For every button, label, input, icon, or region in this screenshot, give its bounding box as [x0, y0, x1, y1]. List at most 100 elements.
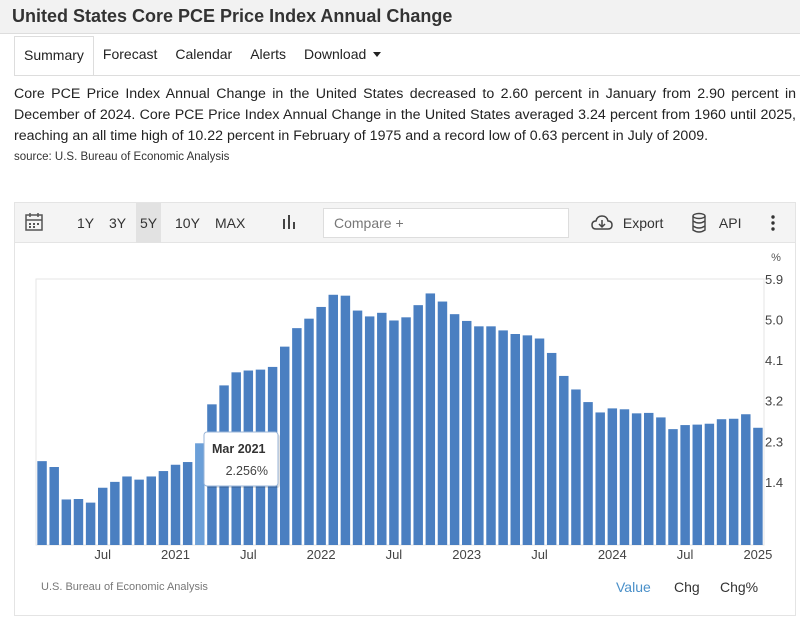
bar-2022-05[interactable] [364, 316, 375, 545]
x-tick-label: Jul [386, 547, 403, 562]
y-tick-label: 1.4 [765, 475, 783, 490]
calendar-icon[interactable] [25, 203, 43, 243]
bar-2021-02[interactable] [182, 462, 193, 545]
mode-value-button[interactable]: Value [616, 579, 651, 595]
database-icon [692, 212, 706, 233]
y-tick-label: 4.1 [765, 353, 783, 368]
bar-2023-09[interactable] [559, 375, 569, 545]
x-tick-label: 2022 [307, 547, 336, 562]
y-tick-label: 5.9 [765, 272, 783, 287]
tab-alerts[interactable]: Alerts [250, 46, 286, 62]
bar-2023-07[interactable] [534, 338, 545, 545]
chart-type-icon[interactable] [281, 203, 297, 243]
bar-2023-12[interactable] [595, 412, 605, 545]
range-3y-button[interactable]: 3Y [109, 215, 127, 231]
chart-tooltip: Mar 2021 2.256% [203, 431, 280, 488]
bar-2024-11[interactable] [728, 418, 739, 545]
bar-2022-10[interactable] [425, 293, 436, 545]
x-tick-label: Jul [677, 547, 694, 562]
bar-2023-11[interactable] [583, 402, 593, 545]
bar-2025-01[interactable] [753, 427, 763, 545]
bar-2021-01[interactable] [170, 464, 181, 545]
bar-2023-04[interactable] [498, 330, 508, 545]
bar-2022-04[interactable] [352, 310, 363, 545]
bar-2020-10[interactable] [134, 479, 144, 545]
bar-2021-11[interactable] [292, 328, 302, 545]
bar-2024-06[interactable] [668, 429, 678, 545]
bar-2020-11[interactable] [146, 476, 156, 545]
bar-2020-09[interactable] [122, 476, 132, 545]
tooltip-value: 2.256% [226, 464, 268, 478]
bar-2024-09[interactable] [704, 423, 715, 545]
x-tick-label: Jul [240, 547, 257, 562]
api-button[interactable]: API [691, 203, 741, 243]
range-1y-button[interactable]: 1Y [77, 215, 95, 231]
y-tick-label: 2.3 [765, 434, 783, 449]
x-tick-label: 2021 [161, 547, 190, 562]
more-options-icon[interactable] [769, 203, 777, 243]
bar-2022-06[interactable] [377, 312, 387, 545]
y-unit-label: % [771, 252, 781, 264]
tab-calendar[interactable]: Calendar [175, 46, 233, 62]
bar-2021-12[interactable] [304, 318, 314, 545]
chart-panel: 1Y 3Y 5Y 10Y MAX Export [14, 202, 796, 616]
bar-2021-10[interactable] [280, 346, 290, 545]
x-tick-label: 2024 [598, 547, 627, 562]
bar-2020-12[interactable] [158, 471, 169, 545]
bar-2023-10[interactable] [571, 389, 581, 545]
source-note: source: U.S. Bureau of Economic Analysis [14, 151, 230, 163]
tab-forecast[interactable]: Forecast [102, 46, 158, 62]
bar-2024-07[interactable] [680, 425, 690, 545]
x-tick-label: 2023 [452, 547, 481, 562]
bar-2022-11[interactable] [437, 301, 448, 545]
bar-2024-04[interactable] [644, 412, 654, 545]
bar-2024-08[interactable] [692, 424, 702, 545]
summary-description: Core PCE Price Index Annual Change in th… [14, 86, 796, 144]
range-5y-button[interactable]: 5Y [136, 203, 162, 243]
bar-2020-04[interactable] [61, 499, 72, 545]
y-tick-label: 5.0 [765, 313, 783, 328]
mode-chg-percent-button[interactable]: Chg% [720, 579, 759, 595]
bar-2023-02[interactable] [474, 326, 484, 545]
caret-down-icon [373, 52, 382, 57]
bar-2022-12[interactable] [449, 314, 460, 545]
bar-2022-02[interactable] [328, 294, 338, 545]
bar-2023-05[interactable] [510, 334, 520, 545]
export-label: Export [622, 215, 664, 231]
bar-2020-08[interactable] [110, 481, 120, 545]
bar-2023-03[interactable] [486, 326, 496, 545]
bar-2023-01[interactable] [462, 320, 472, 545]
tooltip-box [203, 431, 279, 487]
mode-chg-button[interactable]: Chg [674, 579, 700, 595]
bar-2022-08[interactable] [401, 317, 411, 545]
tab-summary[interactable]: Summary [14, 36, 94, 76]
bar-2024-01[interactable] [607, 408, 618, 545]
tab-bar: Summary Forecast Calendar Alerts Downloa… [14, 36, 390, 76]
bar-2023-08[interactable] [546, 352, 557, 545]
bar-2024-12[interactable] [741, 414, 751, 545]
bar-2020-05[interactable] [73, 499, 84, 545]
range-10y-button[interactable]: 10Y [175, 215, 200, 231]
export-button[interactable]: Export [591, 203, 663, 243]
tab-download-label: Download [304, 46, 367, 62]
bar-2020-07[interactable] [98, 487, 108, 545]
bar-2024-10[interactable] [716, 419, 727, 545]
bar-2024-03[interactable] [631, 413, 642, 545]
bar-2022-03[interactable] [340, 295, 351, 545]
bar-2022-07[interactable] [389, 320, 399, 545]
tab-download[interactable]: Download [295, 36, 390, 76]
compare-input[interactable] [323, 208, 569, 238]
bar-2023-06[interactable] [522, 335, 533, 545]
title-bar: United States Core PCE Price Index Annua… [0, 0, 800, 34]
chart-source-label: U.S. Bureau of Economic Analysis [41, 581, 208, 593]
bar-2020-02[interactable] [37, 461, 47, 545]
bar-2022-09[interactable] [413, 305, 423, 545]
range-max-button[interactable]: MAX [215, 215, 246, 231]
bar-2024-05[interactable] [656, 417, 666, 545]
bar-2020-03[interactable] [49, 467, 59, 545]
bar-2022-01[interactable] [316, 306, 326, 545]
bar-2020-06[interactable] [85, 502, 96, 545]
bar-2024-02[interactable] [619, 409, 630, 545]
bar-2021-03[interactable] [195, 443, 205, 545]
